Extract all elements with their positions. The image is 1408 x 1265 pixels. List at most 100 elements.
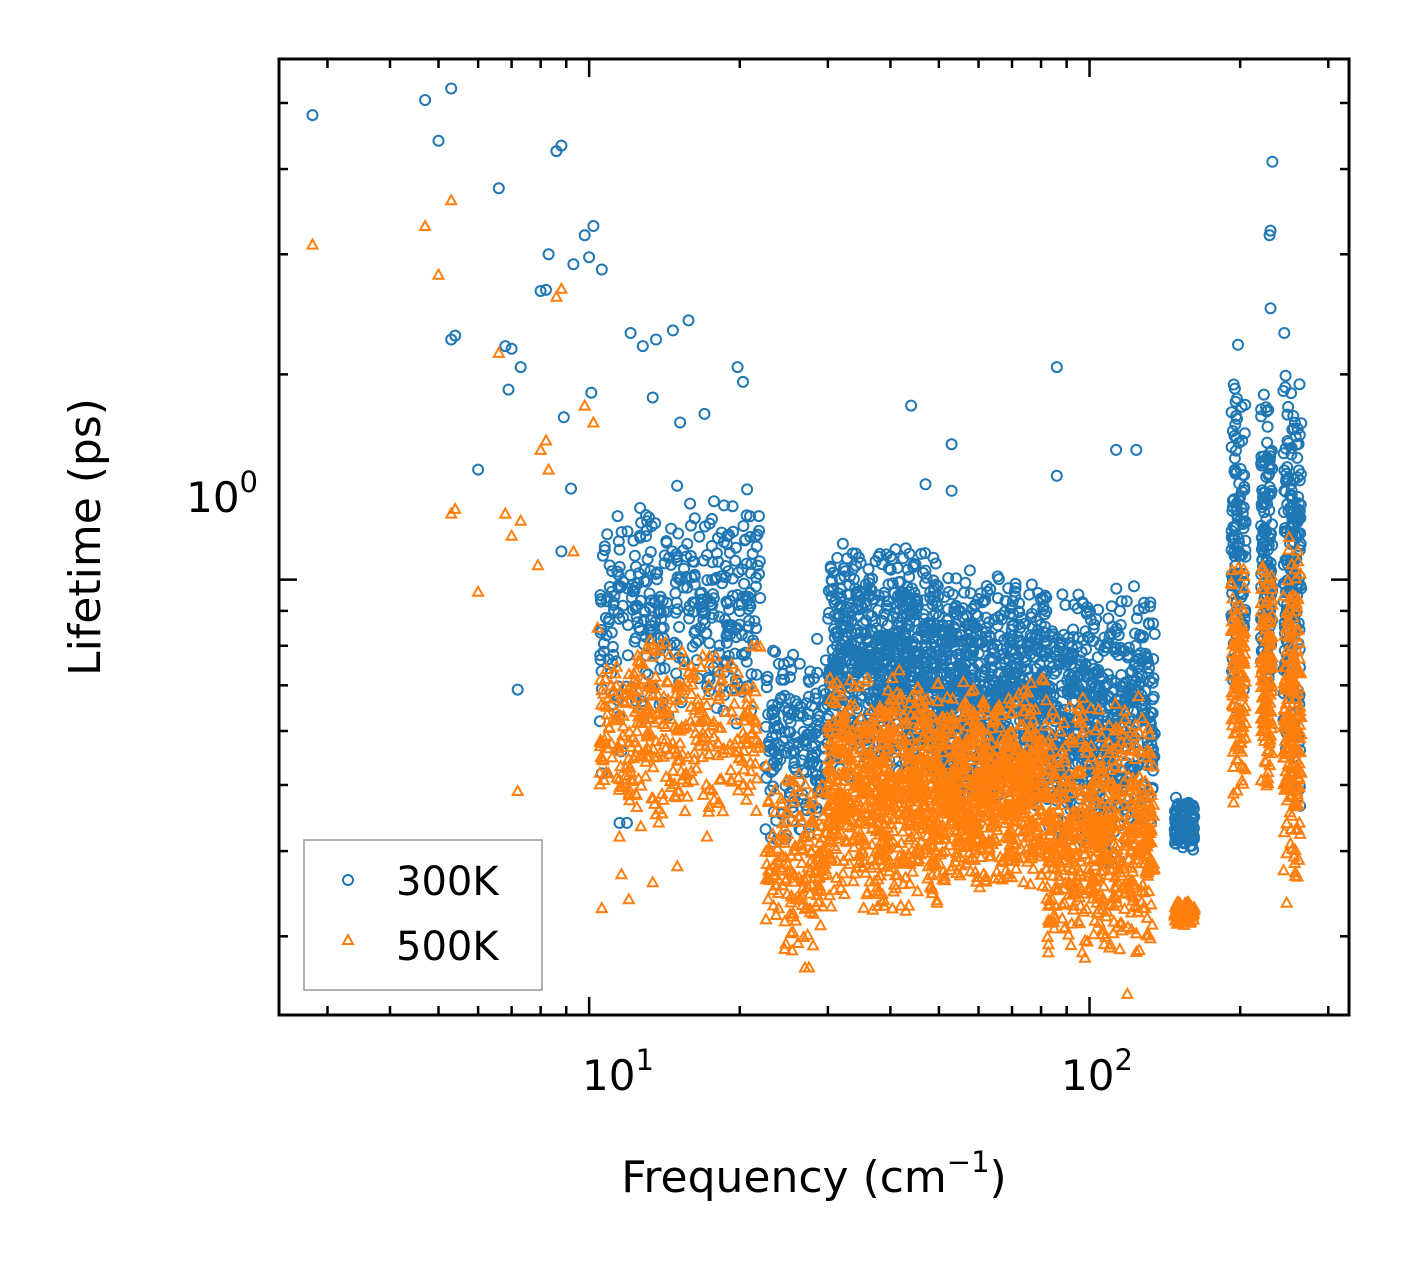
data-point-300K-2019 [966,635,979,648]
data-point-300K-208 [615,526,628,539]
data-point-300K-174 [695,593,708,606]
data-point-300K-30 [723,603,736,616]
data-point-300K-263 [712,555,725,568]
data-point-300K-308 [693,530,706,543]
data-point-300K-1180 [919,669,932,682]
data-point-300K-1927 [991,592,1004,605]
data-point-300K-19 [745,668,758,681]
data-point-300K-1201 [844,570,856,583]
data-point-300K-1889 [991,619,1004,632]
data-point-300K-1164 [846,547,859,560]
data-point-300K-1209 [888,587,901,599]
data-point-300K-1670 [988,613,1001,626]
data-point-300K-378 [606,640,619,653]
data-point-300K-166 [728,647,741,660]
data-point-300K-1308 [823,606,835,619]
data-point-300K-1912 [969,598,982,611]
data-point-300K-320 [603,559,616,572]
data-point-300K-242 [689,624,702,637]
data-point-300K-1836 [972,637,985,650]
data-point-300K-322 [695,586,708,599]
data-point-300K-1102 [880,599,893,612]
data-point-300K-283 [697,613,710,626]
data-point-300K-218 [651,566,664,579]
data-point-300K-409 [793,657,806,670]
data-point-300K-334 [683,612,696,625]
data-point-300K-496 [809,692,822,705]
data-point-300K-779 [836,537,849,550]
data-point-300K-266 [611,510,624,523]
data-point-300K-328 [701,592,714,605]
data-point-300K-2016 [949,618,962,631]
data-point-300K-371 [721,619,734,632]
data-point-300K-375 [640,509,652,522]
data-point-300K-1961 [940,653,953,666]
data-point-300K-1904 [950,572,963,585]
data-point-300K-72 [750,668,763,681]
data-point-300K-554 [766,743,778,755]
data-point-300K-545 [774,740,787,753]
data-point-300K-884 [908,559,921,572]
data-point-300K-349 [742,620,755,633]
data-point-300K-151 [594,593,607,605]
data-point-300K-336 [720,595,733,608]
data-point-300K-1932 [983,629,996,642]
data-point-300K-2145 [1130,612,1143,625]
data-point-300K-1983 [954,659,967,672]
data-point-300K-1271 [896,666,909,679]
data-point-300K-348 [655,612,668,625]
data-point-300K-285 [596,549,609,562]
data-point-300K-1067 [826,575,838,588]
data-point-300K-2225 [1091,651,1104,664]
data-point-300K-330 [688,597,701,610]
data-point-300K-1988 [999,595,1012,608]
data-point-300K-184 [713,610,726,623]
data-point-300K-537 [767,644,780,657]
data-point-300K-1303 [909,646,922,659]
data-point-300K-1100 [822,612,835,625]
data-point-300K-1931 [980,611,993,624]
data-point-300K-2033 [1005,662,1018,675]
data-point-300K-1949 [942,603,955,616]
data-point-300K-1305 [828,631,841,644]
data-point-300K-311 [716,577,729,590]
data-point-300K-205 [737,520,750,532]
data-point-300K-1160 [880,548,893,561]
data-point-300K-1970 [1021,636,1034,649]
data-point-300K-1229 [869,647,882,659]
data-point-300K-471 [760,681,773,694]
data-point-300K-534 [779,701,792,714]
data-point-300K-256 [684,550,697,562]
data-point-300K-1296 [845,626,857,638]
data-point-300K-1006 [824,560,837,573]
data-point-300K-1906 [1025,578,1038,591]
data-point-300K-530 [804,665,817,678]
data-point-300K-1995 [956,602,969,615]
data-point-300K-292 [612,606,625,619]
data-point-300K-1913 [974,587,987,600]
data-point-300K-1540 [1019,617,1032,630]
data-point-300K-1219 [929,557,942,570]
data-point-300K-1807 [955,635,968,647]
data-point-300K-342 [740,655,753,668]
data-point-300K-152 [738,577,751,590]
data-point-300K-553 [797,725,810,738]
data-point-300K-307 [645,619,658,632]
data-point-300K-80 [640,530,653,543]
data-point-300K-370 [671,554,684,567]
data-point-300K-1297 [899,629,912,642]
data-point-300K-373 [732,599,745,611]
data-point-300K-280 [744,510,756,523]
data-point-300K-139 [598,544,611,557]
data-point-300K-2232 [1144,600,1157,613]
data-point-300K-1178 [850,559,862,572]
data-point-300K-115 [751,528,764,541]
data-point-300K-181 [660,536,673,549]
data-point-300K-1634 [938,591,951,603]
data-point-300K-274 [634,531,647,544]
data-point-300K-1253 [894,639,907,652]
data-point-300K-99 [743,614,755,627]
data-point-300K-1422 [1009,582,1022,594]
data-point-300K-171 [719,613,731,626]
